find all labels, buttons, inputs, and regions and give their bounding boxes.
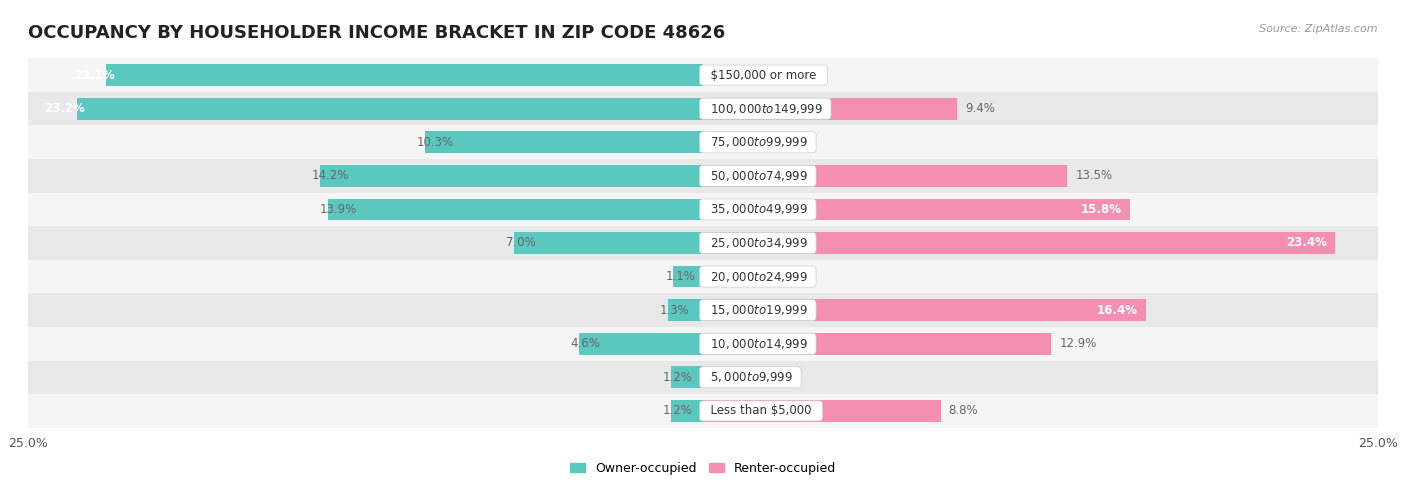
Text: 9.4%: 9.4% [965,102,994,115]
Bar [28,260,703,294]
Bar [703,92,1378,125]
Text: $5,000 to $9,999: $5,000 to $9,999 [703,370,797,384]
Bar [28,226,703,260]
Text: 7.0%: 7.0% [506,237,536,249]
Bar [28,361,703,394]
Bar [579,333,703,355]
Bar [703,232,1334,254]
Bar [703,192,1378,226]
Bar [703,361,1378,394]
Bar [703,333,1052,355]
Text: 10.3%: 10.3% [416,136,454,149]
Text: $20,000 to $24,999: $20,000 to $24,999 [703,270,813,283]
Text: 16.4%: 16.4% [1097,304,1137,317]
Bar [703,159,1378,192]
Text: 1.1%: 1.1% [665,270,695,283]
Text: 0.0%: 0.0% [711,136,741,149]
Bar [28,58,703,92]
Text: 12.9%: 12.9% [1059,337,1097,350]
Bar [107,64,703,86]
Text: 22.1%: 22.1% [73,69,114,82]
Bar [703,198,1129,220]
Text: $25,000 to $34,999: $25,000 to $34,999 [703,236,813,250]
Text: $100,000 to $149,999: $100,000 to $149,999 [703,102,828,116]
Text: $75,000 to $99,999: $75,000 to $99,999 [703,135,813,149]
Bar [28,159,703,192]
Text: 0.0%: 0.0% [711,270,741,283]
Text: $35,000 to $49,999: $35,000 to $49,999 [703,203,813,216]
Bar [28,294,703,327]
Text: $15,000 to $19,999: $15,000 to $19,999 [703,303,813,317]
Text: $50,000 to $74,999: $50,000 to $74,999 [703,169,813,183]
Text: 4.6%: 4.6% [571,337,600,350]
Bar [28,92,703,125]
Text: 0.0%: 0.0% [711,69,741,82]
Text: 14.2%: 14.2% [312,169,349,182]
Bar [703,165,1067,187]
Bar [328,198,703,220]
Bar [515,232,703,254]
Bar [703,58,1378,92]
Text: 13.9%: 13.9% [319,203,357,216]
Text: 8.8%: 8.8% [949,404,979,417]
Text: 1.2%: 1.2% [662,404,692,417]
Bar [425,131,703,153]
Bar [703,394,1378,428]
Bar [673,266,703,288]
Bar [28,327,703,361]
Bar [703,226,1378,260]
Text: Less than $5,000: Less than $5,000 [703,404,820,417]
Bar [703,299,1146,321]
Text: 15.8%: 15.8% [1080,203,1122,216]
Bar [28,125,703,159]
Bar [28,394,703,428]
Text: $150,000 or more: $150,000 or more [703,69,824,82]
Text: 13.5%: 13.5% [1076,169,1112,182]
Bar [703,125,1378,159]
Text: 1.3%: 1.3% [659,304,689,317]
Bar [671,400,703,422]
Text: 23.4%: 23.4% [1285,237,1327,249]
Bar [77,98,703,120]
Bar [703,260,1378,294]
Text: OCCUPANCY BY HOUSEHOLDER INCOME BRACKET IN ZIP CODE 48626: OCCUPANCY BY HOUSEHOLDER INCOME BRACKET … [28,24,725,42]
Bar [703,400,941,422]
Bar [319,165,703,187]
Bar [671,366,703,388]
Bar [703,98,956,120]
Bar [668,299,703,321]
Bar [703,294,1378,327]
Text: 1.2%: 1.2% [662,371,692,384]
Text: 0.0%: 0.0% [711,371,741,384]
Text: $10,000 to $14,999: $10,000 to $14,999 [703,337,813,351]
Text: 23.2%: 23.2% [44,102,84,115]
Bar [703,327,1378,361]
Text: Source: ZipAtlas.com: Source: ZipAtlas.com [1260,24,1378,35]
Bar [28,192,703,226]
Legend: Owner-occupied, Renter-occupied: Owner-occupied, Renter-occupied [565,457,841,480]
